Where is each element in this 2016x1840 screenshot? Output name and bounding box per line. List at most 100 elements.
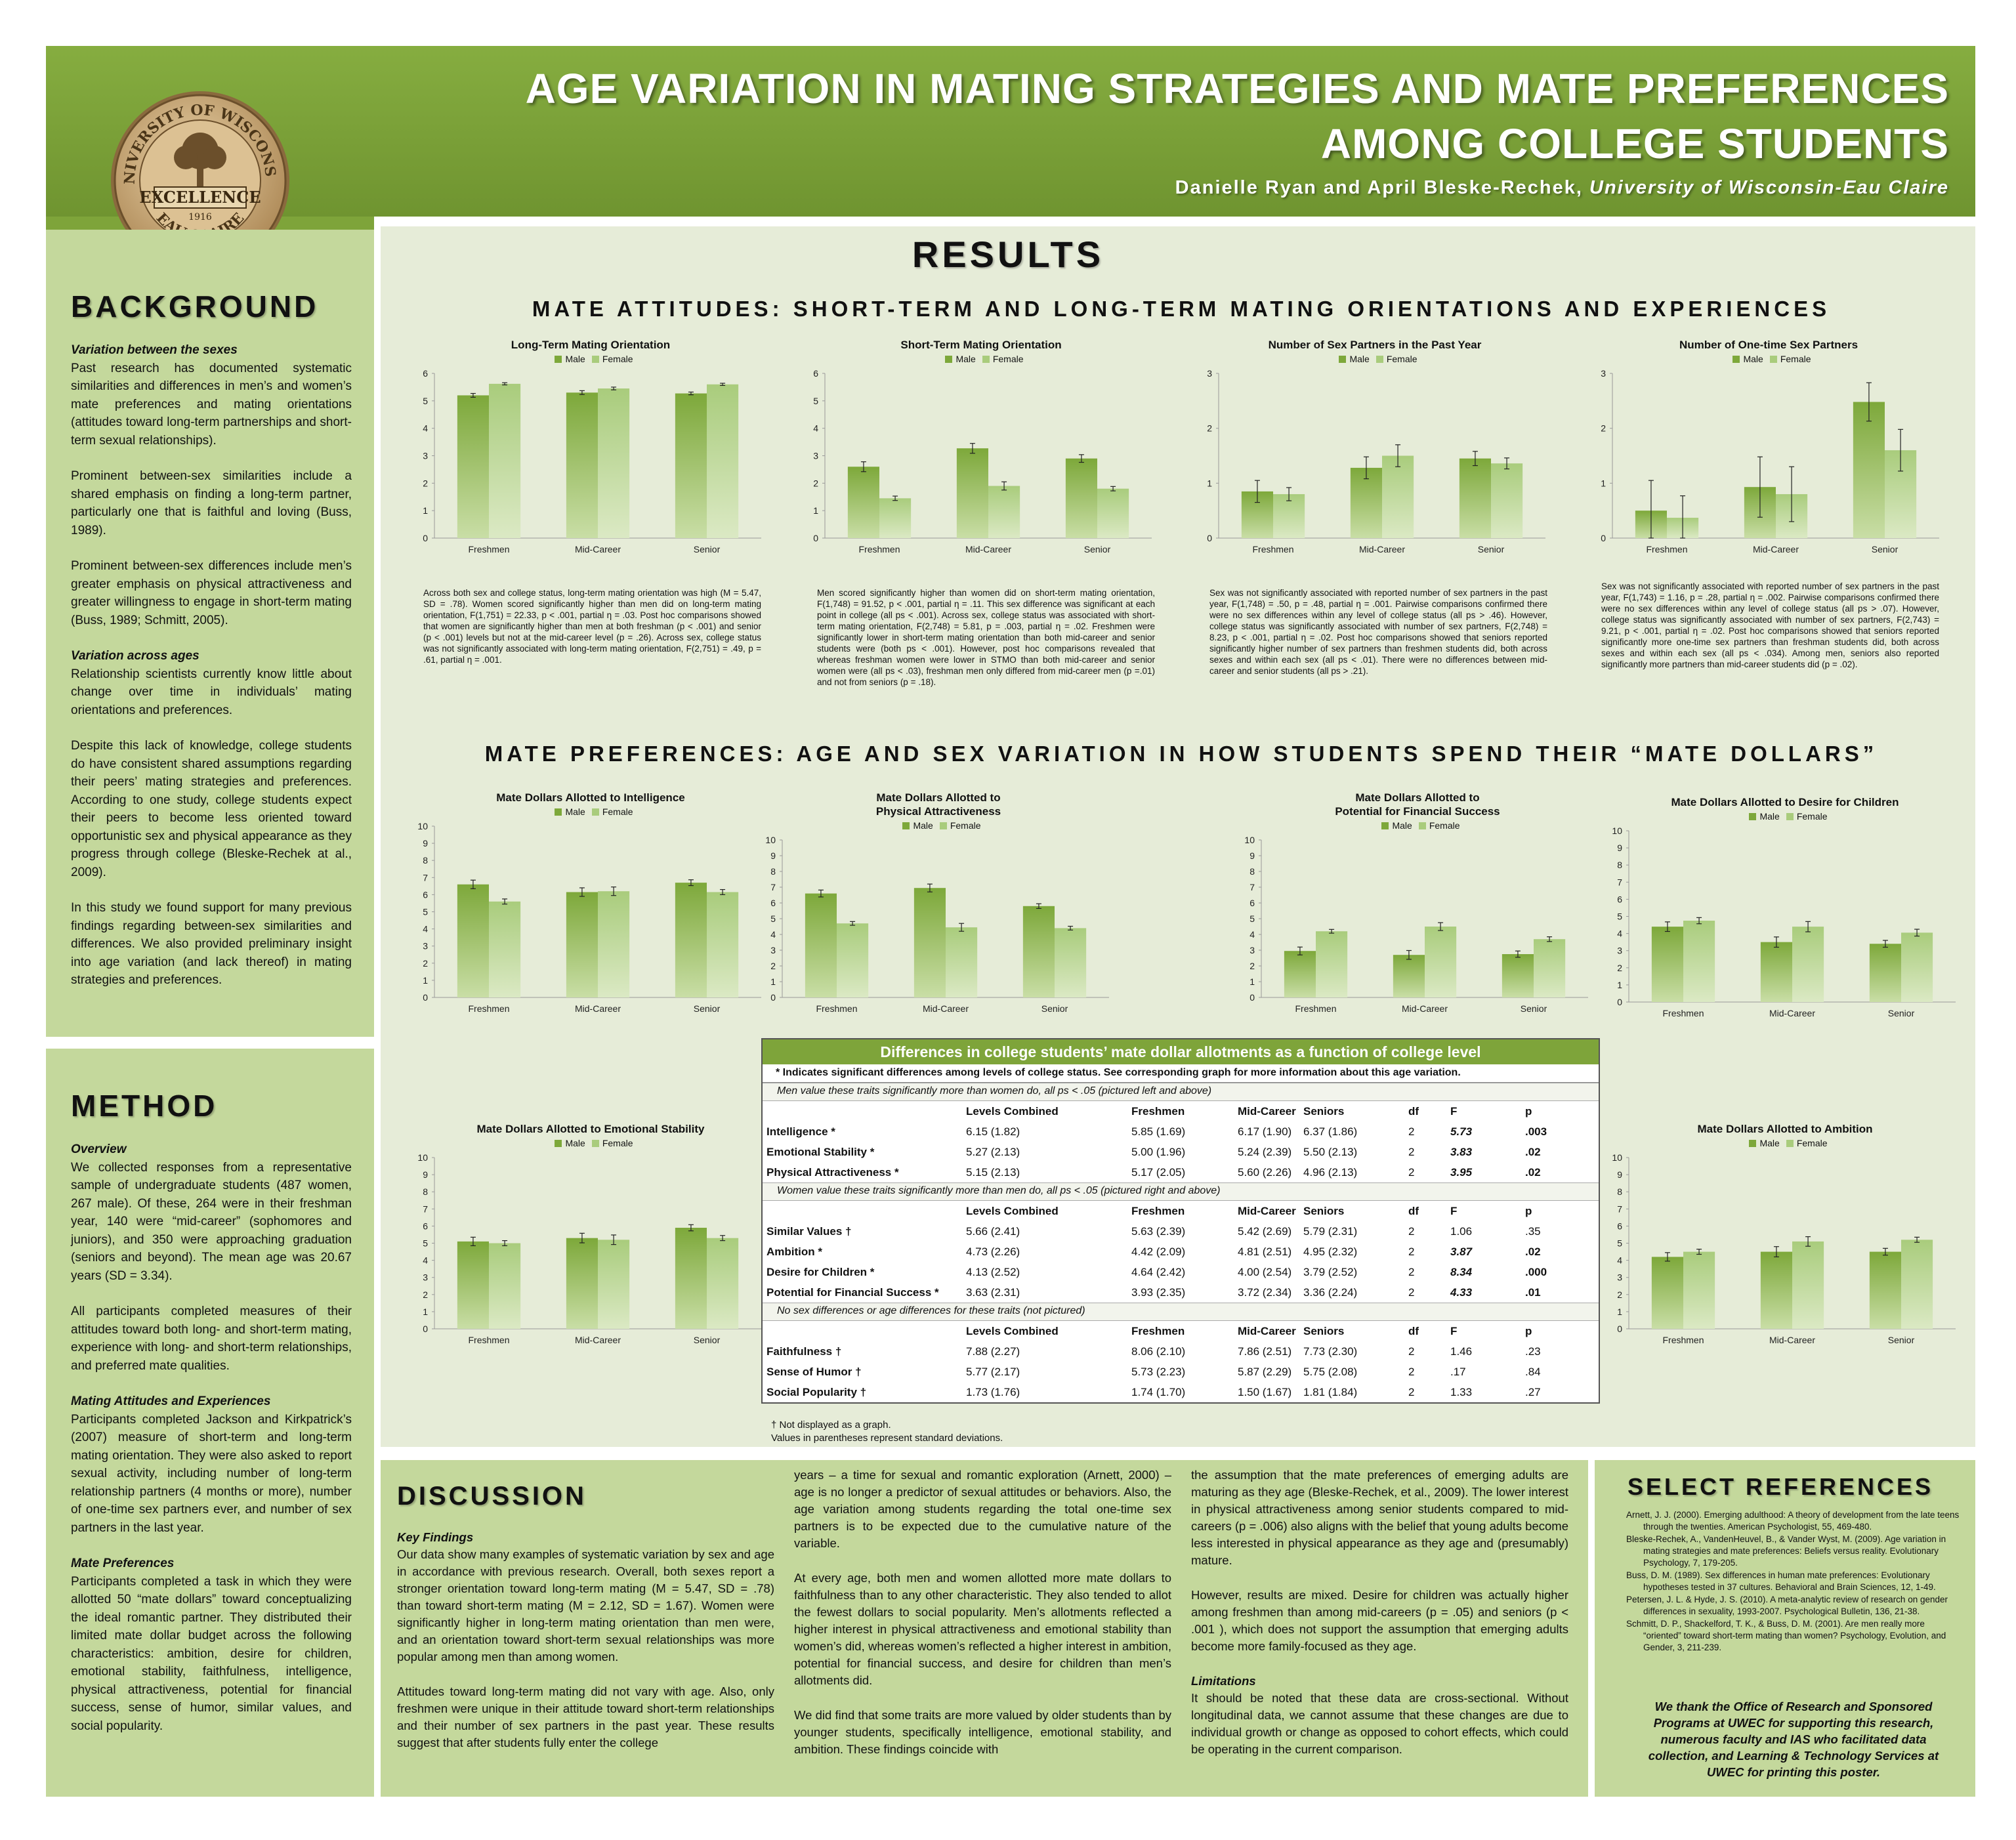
table-header-cell: Seniors [1303,1205,1345,1217]
y-tick-label: 4 [1250,929,1255,940]
table-cell: 5.66 (2.41) [966,1225,1020,1238]
legend-swatch [1749,1140,1757,1147]
bar-male [1459,458,1491,538]
y-tick-label: 8 [423,855,428,866]
bar-male [1065,458,1097,538]
bar-male [1853,402,1885,538]
x-tick-label: Mid-Career [575,1003,621,1014]
y-tick-label: 3 [423,451,428,461]
x-tick-label: Senior [1041,1003,1068,1014]
legend-label: Female [602,1138,633,1148]
table-cell: 5.24 (2.39) [1238,1146,1292,1158]
chart-legend: Male Female [407,1138,774,1148]
table-cell: 3.83 [1450,1146,1473,1158]
bar-male [956,448,988,538]
table-cell: 5.60 (2.26) [1238,1166,1292,1179]
chart-title: Number of Sex Partners in the Past Year [1268,339,1482,351]
y-tick-label: 4 [423,423,428,434]
table-cell: .02 [1525,1166,1541,1179]
chart-intelligence: Mate Dollars Allotted to Intelligence Mal… [407,791,774,1020]
chart-plot: 0 1 2 3 4 5 6 7 8 9 10 Freshmen Mid-Career Senior [1612,826,1956,1018]
legend-label: Male [1743,354,1763,364]
y-tick-label: 0 [813,533,818,543]
y-tick-label: 9 [1617,1169,1622,1180]
legend-swatch [555,1140,562,1147]
chart-physical-attractiveness: Mate Dollars Allotted to Physical Attract… [755,791,1122,1020]
y-tick-label: 4 [813,423,818,434]
chart-legend: Male Female [755,820,1122,831]
chart-title: Mate Dollars Allotted to Desire for Chil… [1671,796,1899,808]
table-row: Ambition * 4.73 (2.26) 4.42 (2.09) 4.81 (2.… [763,1242,1599,1262]
table-cell: 4.42 (2.09) [1131,1245,1186,1258]
table-header-cell: Seniors [1303,1325,1345,1337]
y-tick-label: 3 [1207,368,1212,379]
x-tick-label: Senior [1888,1008,1915,1018]
y-tick-label: 3 [1617,946,1622,956]
legend-label: Male [956,354,976,364]
table-cell: 2 [1408,1146,1415,1158]
table-cell: .23 [1525,1345,1541,1358]
legend-swatch [1786,1140,1794,1147]
table-row: Desire for Children * 4.13 (2.52) 4.64 (2.… [763,1262,1599,1282]
chart-legend: Male Female [1191,354,1559,364]
chart-plot: 0 1 2 3 4 5 6 7 8 9 10 Freshmen Mid-Career Senior [765,835,1109,1014]
bar-female [1901,932,1933,1002]
table-cell: 1.81 (1.84) [1303,1386,1358,1398]
bar-male [566,1238,598,1329]
y-tick-label: 9 [1617,843,1622,853]
method-panel: METHOD Overview We collected responses f… [46,1049,374,1797]
background-p5: Despite this lack of knowledge, college … [71,739,352,879]
legend-label: Female [1796,1138,1828,1148]
chart-ambition: Mate Dollars Allotted to Ambition Male Fem… [1601,1122,1969,1352]
x-tick-label: Senior [1521,1003,1547,1014]
caption-long-term: Across both sex and college status, long… [423,588,761,665]
bar-male [1651,1257,1683,1329]
y-tick-label: 7 [423,872,428,883]
table-cell: 1.50 (1.67) [1238,1386,1292,1398]
y-tick-label: 4 [1617,1255,1622,1266]
x-tick-label: Senior [694,1003,721,1014]
table-cell: 5.42 (2.69) [1238,1225,1292,1238]
method-p4: Participants completed a task in which t… [71,1574,352,1733]
y-tick-label: 5 [770,913,776,924]
y-tick-label: 4 [1617,929,1622,939]
y-tick-label: 1 [1207,478,1212,488]
discussion-col2: years – a time for sexual and romantic e… [794,1460,1171,1776]
table-cell: 6.15 (1.82) [966,1125,1020,1138]
chart-title: Number of One-time Sex Partners [1679,339,1858,351]
table-cell: 2 [1408,1225,1415,1238]
legend-swatch [1381,822,1389,829]
table-header-cell: F [1450,1205,1458,1217]
x-tick-label: Freshmen [858,544,900,554]
table-row: Intelligence * 6.15 (1.82) 5.85 (1.69) 6.17… [763,1121,1599,1142]
table-cell: 5.73 [1450,1125,1473,1138]
chart-title: Mate Dollars Allotted to [1355,791,1480,804]
table-cell: 6.17 (1.90) [1238,1125,1292,1138]
chart-plot: 0 1 2 3 Freshmen Mid-Career Senior [1207,368,1545,554]
legend-label: Male [1392,820,1412,831]
table-row: Faithfulness † 7.88 (2.27) 8.06 (2.10) 7.86… [763,1341,1599,1362]
y-tick-label: 1 [1617,980,1622,990]
authors: Danielle Ryan and April Bleske-Rechek, U… [1175,177,1949,199]
affiliation: University of Wisconsin-Eau Claire [1589,177,1949,198]
references-panel [1595,1460,1975,1797]
y-tick-label: 9 [423,1169,428,1180]
y-tick-label: 3 [770,945,776,955]
references-heading: SELECT REFERENCES [1628,1473,1934,1500]
background-panel: BACKGROUND Variation between the sexes P… [46,230,374,1037]
table-header-cell: Freshmen [1131,1105,1185,1118]
legend-label: Female [950,820,981,831]
preferences-subheading: MATE PREFERENCES: AGE AND SEX VARIATION … [484,742,1878,766]
table-cell: 4.13 (2.52) [966,1266,1020,1278]
x-tick-label: Freshmen [1646,544,1687,554]
chart-title: Short-Term Mating Orientation [900,339,1062,351]
table-cell: 2 [1408,1266,1415,1278]
table-cell: 5.87 (2.29) [1238,1366,1292,1378]
y-tick-label: 10 [417,821,428,831]
bar-female [1901,1240,1933,1329]
table-cell: 2 [1408,1345,1415,1358]
table-cell: .84 [1525,1366,1541,1378]
legend-swatch [902,822,910,829]
bar-female [1097,488,1129,538]
y-tick-label: 2 [1207,423,1212,434]
